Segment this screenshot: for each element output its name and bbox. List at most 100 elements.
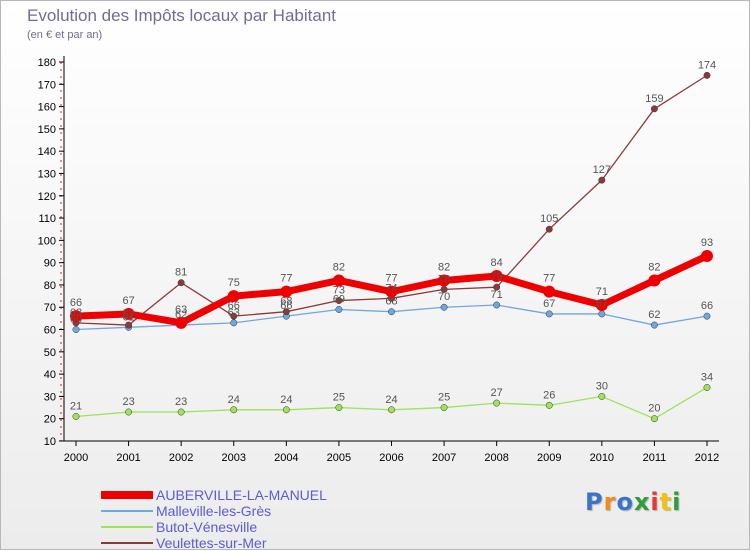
data-point xyxy=(388,308,395,316)
data-label: 66 xyxy=(228,300,240,312)
data-label: 66 xyxy=(280,300,292,312)
y-tick-label: 90 xyxy=(44,258,56,270)
x-tick-label: 2002 xyxy=(169,452,193,464)
data-point xyxy=(72,413,80,420)
x-tick-label: 2012 xyxy=(695,452,719,464)
data-point xyxy=(125,408,133,416)
data-point xyxy=(282,406,290,414)
chart-subtitle: (en € et par an) xyxy=(27,29,103,41)
data-point xyxy=(388,406,395,414)
data-point xyxy=(598,392,606,400)
data-label: 23 xyxy=(122,396,134,408)
y-tick-label: 170 xyxy=(38,79,56,91)
data-label: 63 xyxy=(228,307,240,319)
y-tick-label: 160 xyxy=(38,102,56,114)
data-point xyxy=(332,274,345,287)
data-point xyxy=(493,399,501,407)
x-tick-label: 2006 xyxy=(379,452,403,464)
data-label: 27 xyxy=(491,387,503,399)
legend-item: AUBERVILLE-LA-MANUEL xyxy=(101,487,327,503)
x-tick-label: 2003 xyxy=(222,452,246,464)
y-tick-label: 50 xyxy=(44,347,56,359)
data-label: 63 xyxy=(70,307,82,319)
data-label: 67 xyxy=(596,298,608,310)
data-point xyxy=(335,404,343,412)
legend-item: Butot-Vénesville xyxy=(101,519,327,535)
data-label: 71 xyxy=(491,289,503,301)
data-label: 20 xyxy=(648,403,660,415)
logo-letter: i xyxy=(650,488,660,516)
x-tick-label: 2008 xyxy=(484,452,508,464)
data-label: 69 xyxy=(333,293,345,305)
data-label: 25 xyxy=(438,392,450,404)
data-point xyxy=(122,307,135,320)
y-tick-label: 180 xyxy=(38,57,56,69)
data-point xyxy=(650,321,658,329)
legend-label: Veulettes-sur-Mer xyxy=(156,535,267,551)
data-point xyxy=(598,310,606,318)
legend-item: Veulettes-sur-Mer xyxy=(101,535,327,551)
chart-legend: AUBERVILLE-LA-MANUEL Malleville-les-Grès B… xyxy=(101,487,327,551)
chart-title: Evolution des Impôts locaux par Habitant xyxy=(27,6,337,25)
proxiti-logo: Proxiti xyxy=(585,488,681,516)
data-label: 75 xyxy=(228,277,240,289)
data-label: 82 xyxy=(333,261,345,273)
data-point xyxy=(650,415,658,423)
data-label: 25 xyxy=(333,392,345,404)
x-tick-label: 2005 xyxy=(327,452,351,464)
logo-letter: o xyxy=(616,488,634,516)
data-point xyxy=(230,406,238,414)
legend-item: Malleville-les-Grès xyxy=(101,503,327,519)
data-label: 62 xyxy=(122,309,134,321)
legend-swatch xyxy=(101,526,153,528)
data-label: 23 xyxy=(175,396,187,408)
data-label: 62 xyxy=(175,309,187,321)
y-tick-label: 110 xyxy=(38,213,56,225)
data-label: 24 xyxy=(228,394,240,406)
data-point xyxy=(280,285,293,298)
data-label: 21 xyxy=(70,400,82,412)
data-point xyxy=(650,105,658,113)
data-label: 66 xyxy=(701,300,713,312)
data-label: 67 xyxy=(543,298,555,310)
data-label: 81 xyxy=(175,267,187,279)
data-label: 26 xyxy=(543,389,555,401)
legend-label: Butot-Vénesville xyxy=(156,519,258,535)
data-label: 93 xyxy=(701,237,713,249)
data-label: 77 xyxy=(280,273,292,285)
data-point xyxy=(230,319,238,327)
y-tick-label: 140 xyxy=(38,146,56,158)
data-point xyxy=(648,274,661,287)
data-point xyxy=(701,249,713,262)
legend-swatch xyxy=(101,491,153,499)
y-tick-label: 150 xyxy=(38,124,56,136)
data-point xyxy=(335,306,343,313)
data-point xyxy=(703,384,711,391)
logo-letter: x xyxy=(633,488,651,516)
data-label: 174 xyxy=(698,59,716,71)
data-point xyxy=(385,285,398,298)
data-label: 62 xyxy=(648,309,660,321)
data-point xyxy=(545,225,553,233)
y-tick-label: 70 xyxy=(44,302,56,314)
data-point xyxy=(230,312,238,320)
data-point xyxy=(282,308,290,316)
data-point xyxy=(703,312,711,320)
logo-letter: t xyxy=(659,488,673,516)
data-point xyxy=(595,299,608,312)
data-label: 84 xyxy=(491,257,503,269)
data-label: 73 xyxy=(333,285,345,297)
data-point xyxy=(493,301,501,309)
x-tick-label: 2009 xyxy=(537,452,561,464)
data-label: 68 xyxy=(280,296,292,308)
data-point xyxy=(440,303,448,311)
data-label: 159 xyxy=(645,93,663,105)
data-label: 63 xyxy=(175,304,187,316)
legend-label: AUBERVILLE-LA-MANUEL xyxy=(156,487,327,503)
data-point xyxy=(598,176,606,184)
x-tick-label: 2011 xyxy=(643,452,667,464)
x-tick-label: 2004 xyxy=(274,452,298,464)
y-tick-label: 80 xyxy=(44,280,56,292)
y-tick-label: 40 xyxy=(44,369,56,381)
